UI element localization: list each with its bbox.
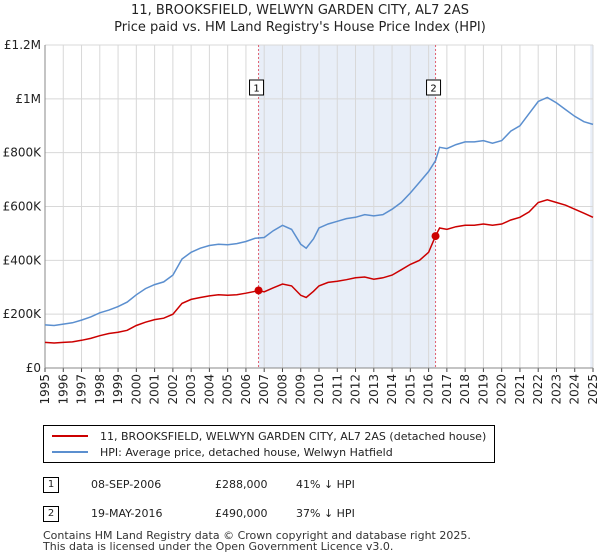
transaction-marker: 2 [43,506,59,522]
legend-item-hpi: HPI: Average price, detached house, Welw… [52,444,393,460]
x-tick-label: 2021 [513,374,527,405]
annotation-box [426,79,442,96]
x-tick-label: 2006 [239,374,253,405]
sale-point [254,286,263,295]
annotation-label: 1 [253,84,259,95]
x-tick-label: 1996 [56,374,70,405]
x-tick-label: 2005 [221,374,235,405]
x-tick-label: 2013 [367,374,381,405]
legend-swatch-hpi [52,451,88,453]
legend: 11, BROOKSFIELD, WELWYN GARDEN CITY, AL7… [43,425,495,463]
y-tick-label: £400K [3,253,43,267]
x-tick-label: 2023 [549,374,563,405]
transaction-hpi-diff: 41% ↓ HPI [296,478,355,491]
x-tick-label: 2003 [184,374,198,405]
x-tick-label: 2007 [257,374,271,405]
footer: Contains HM Land Registry data © Crown c… [43,530,471,552]
footer-line-licence: This data is licensed under the Open Gov… [43,540,394,553]
legend-label-hpi: HPI: Average price, detached house, Welw… [100,445,393,459]
x-tick-label: 2020 [495,374,509,405]
price-chart: £0 £200K £400K £600K £800K £1M £1.2M 1995 1996 19… [3,38,600,405]
x-tick-label: 1995 [38,374,52,405]
x-tick-label: 2019 [476,374,490,405]
annotation-box [249,79,265,96]
transaction-row: 1 08-SEP-2006 £288,000 41% ↓ HPI [43,477,600,497]
y-tick-label: £800K [3,146,43,160]
x-tick-label: 2017 [440,374,454,405]
x-tick-label: 1999 [111,374,125,405]
x-tick-label: 2011 [330,374,344,405]
x-tick-label: 2001 [148,374,162,405]
x-tick-label: 2002 [166,374,180,405]
y-tick-label: £200K [3,307,43,321]
chart-subtitle: Price paid vs. HM Land Registry's House … [114,20,486,35]
x-tick-label: 2012 [349,374,363,405]
series-line-hpi [44,96,594,327]
x-tick-label: 1997 [75,374,89,405]
chart-title: 11, BROOKSFIELD, WELWYN GARDEN CITY, AL7… [131,3,469,18]
x-tick-label: 2015 [403,374,417,405]
y-tick-label: £1.2M [4,38,41,52]
legend-swatch-property [52,435,88,437]
transaction-date: 08-SEP-2006 [91,478,162,491]
x-tick-label: 2014 [385,374,399,405]
x-tick-label: 2022 [531,374,545,405]
legend-item-property: 11, BROOKSFIELD, WELWYN GARDEN CITY, AL7… [52,428,486,444]
series-line-property [44,199,594,344]
sale-point [431,232,440,241]
transaction-row: 2 19-MAY-2016 £490,000 37% ↓ HPI [43,506,600,526]
annotation-label: 2 [430,84,436,95]
transaction-hpi-diff: 37% ↓ HPI [296,507,355,520]
y-tick-label: £1M [15,92,41,106]
transaction-marker: 1 [43,477,59,493]
x-tick-label: 2024 [568,374,582,405]
x-tick-label: 2025 [586,374,600,405]
x-tick-label: 2009 [294,374,308,405]
y-tick-label: £0 [26,361,41,375]
x-tick-label: 2018 [458,374,472,405]
footer-line-copyright: Contains HM Land Registry data © Crown c… [43,529,471,542]
x-tick-label: 2008 [275,374,289,405]
legend-label-property: 11, BROOKSFIELD, WELWYN GARDEN CITY, AL7… [100,429,487,443]
x-tick-label: 2000 [129,374,143,405]
transaction-date: 19-MAY-2016 [91,507,163,520]
x-tick-label: 2004 [202,374,216,405]
x-tick-label: 1998 [93,374,107,405]
x-tick-label: 2016 [422,374,436,405]
transaction-price: £490,000 [215,507,268,520]
x-tick-label: 2010 [312,374,326,405]
y-tick-label: £600K [3,200,43,214]
transaction-price: £288,000 [215,478,268,491]
